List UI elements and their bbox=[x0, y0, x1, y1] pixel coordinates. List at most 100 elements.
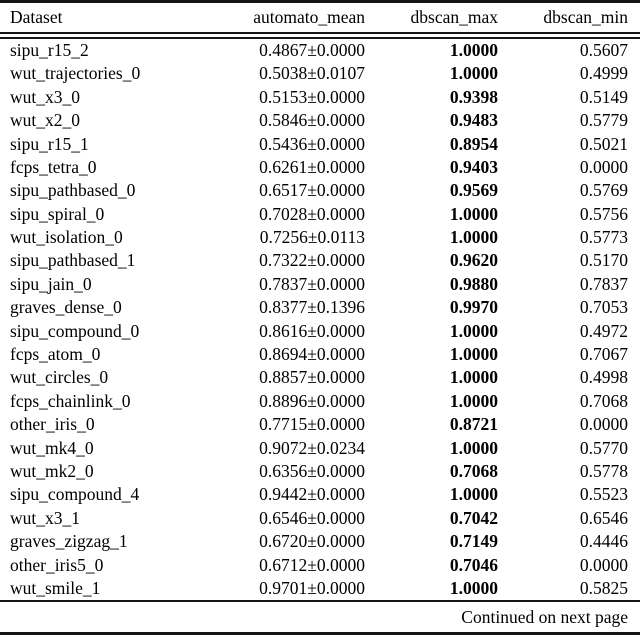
automato-mean-cell: 0.7256±0.0113 bbox=[259, 227, 365, 248]
table-row: wut_isolation_0 0.7256±0.0113 1.0000 0.5… bbox=[0, 226, 640, 249]
column-header-dbscan-min: dbscan_min bbox=[543, 6, 628, 27]
column-header-dataset: Dataset bbox=[10, 6, 63, 27]
dbscan-min-cell: 0.5769 bbox=[579, 180, 628, 201]
dbscan-min-cell: 0.5825 bbox=[579, 577, 628, 598]
dataset-cell: other_iris_0 bbox=[10, 414, 95, 435]
dataset-cell: fcps_tetra_0 bbox=[10, 156, 97, 177]
dbscan-min-cell: 0.4972 bbox=[579, 320, 628, 341]
dataset-cell: wut_mk4_0 bbox=[10, 437, 94, 458]
table-row: fcps_chainlink_0 0.8896±0.0000 1.0000 0.… bbox=[0, 390, 640, 413]
dataset-cell: wut_x2_0 bbox=[10, 110, 80, 131]
dbscan-min-cell: 0.7067 bbox=[579, 344, 628, 365]
table-row: wut_trajectories_0 0.5038±0.0107 1.0000 … bbox=[0, 62, 640, 85]
table-row: fcps_atom_0 0.8694±0.0000 1.0000 0.7067 bbox=[0, 343, 640, 366]
table-row: sipu_spiral_0 0.7028±0.0000 1.0000 0.575… bbox=[0, 203, 640, 226]
automato-mean-cell: 0.6546±0.0000 bbox=[259, 507, 365, 528]
dbscan-min-cell: 0.7837 bbox=[579, 273, 628, 294]
dataset-cell: wut_x3_0 bbox=[10, 86, 80, 107]
automato-mean-cell: 0.6712±0.0000 bbox=[259, 554, 365, 575]
table-row: fcps_tetra_0 0.6261±0.0000 0.9403 0.0000 bbox=[0, 156, 640, 179]
dbscan-min-cell: 0.4999 bbox=[579, 63, 628, 84]
automato-mean-cell: 0.8377±0.1396 bbox=[259, 297, 365, 318]
dbscan-max-cell: 1.0000 bbox=[449, 577, 498, 598]
dataset-cell: sipu_jain_0 bbox=[10, 273, 92, 294]
dbscan-max-cell: 1.0000 bbox=[449, 367, 498, 388]
dbscan-min-cell: 0.5779 bbox=[579, 110, 628, 131]
dbscan-max-cell: 0.8954 bbox=[449, 133, 498, 154]
dataset-cell: sipu_r15_2 bbox=[10, 39, 89, 60]
continued-on-next-page-note: Continued on next page bbox=[461, 606, 628, 627]
dbscan-max-cell: 0.8721 bbox=[449, 414, 498, 435]
table-row: other_iris5_0 0.6712±0.0000 0.7046 0.000… bbox=[0, 554, 640, 577]
automato-mean-cell: 0.6356±0.0000 bbox=[259, 460, 365, 481]
table-row: graves_zigzag_1 0.6720±0.0000 0.7149 0.4… bbox=[0, 530, 640, 553]
bottom-rule bbox=[0, 632, 640, 636]
automato-mean-cell: 0.7028±0.0000 bbox=[259, 203, 365, 224]
column-header-automato-mean: automato_mean bbox=[253, 6, 365, 27]
dbscan-max-cell: 0.9970 bbox=[449, 297, 498, 318]
footer-separator-rule bbox=[0, 600, 640, 603]
dataset-cell: wut_x3_1 bbox=[10, 507, 80, 528]
dbscan-max-cell: 0.7046 bbox=[449, 554, 498, 575]
dbscan-min-cell: 0.5607 bbox=[579, 39, 628, 60]
dataset-cell: wut_mk2_0 bbox=[10, 460, 94, 481]
dbscan-max-cell: 1.0000 bbox=[449, 227, 498, 248]
dbscan-min-cell: 0.0000 bbox=[579, 554, 628, 575]
dbscan-min-cell: 0.5778 bbox=[579, 460, 628, 481]
table-row: other_iris_0 0.7715±0.0000 0.8721 0.0000 bbox=[0, 413, 640, 436]
dbscan-max-cell: 1.0000 bbox=[449, 320, 498, 341]
table-row: sipu_pathbased_0 0.6517±0.0000 0.9569 0.… bbox=[0, 179, 640, 202]
dbscan-max-cell: 0.7068 bbox=[449, 460, 498, 481]
dbscan-max-cell: 0.9880 bbox=[449, 273, 498, 294]
dataset-cell: sipu_pathbased_1 bbox=[10, 250, 136, 271]
dbscan-max-cell: 0.9483 bbox=[449, 110, 498, 131]
dbscan-min-cell: 0.6546 bbox=[579, 507, 628, 528]
dbscan-min-cell: 0.5770 bbox=[579, 437, 628, 458]
dbscan-min-cell: 0.4446 bbox=[579, 531, 628, 552]
dataset-cell: graves_zigzag_1 bbox=[10, 531, 128, 552]
automato-mean-cell: 0.5038±0.0107 bbox=[259, 63, 365, 84]
automato-mean-cell: 0.6261±0.0000 bbox=[259, 156, 365, 177]
table-row: sipu_compound_0 0.8616±0.0000 1.0000 0.4… bbox=[0, 320, 640, 343]
table-row: sipu_compound_4 0.9442±0.0000 1.0000 0.5… bbox=[0, 483, 640, 506]
dataset-cell: sipu_r15_1 bbox=[10, 133, 89, 154]
table-row: wut_x3_0 0.5153±0.0000 0.9398 0.5149 bbox=[0, 86, 640, 109]
automato-mean-cell: 0.8896±0.0000 bbox=[259, 390, 365, 411]
dbscan-min-cell: 0.5773 bbox=[579, 227, 628, 248]
automato-mean-cell: 0.9442±0.0000 bbox=[259, 484, 365, 505]
automato-mean-cell: 0.7837±0.0000 bbox=[259, 273, 365, 294]
table-row: graves_dense_0 0.8377±0.1396 0.9970 0.70… bbox=[0, 296, 640, 319]
automato-mean-cell: 0.6517±0.0000 bbox=[259, 180, 365, 201]
automato-mean-cell: 0.5153±0.0000 bbox=[259, 86, 365, 107]
dbscan-max-cell: 0.9569 bbox=[449, 180, 498, 201]
dataset-cell: fcps_atom_0 bbox=[10, 344, 101, 365]
dbscan-min-cell: 0.5021 bbox=[579, 133, 628, 154]
table-header-row: Dataset automato_mean dbscan_max dbscan_… bbox=[0, 3, 640, 32]
dbscan-max-cell: 1.0000 bbox=[449, 39, 498, 60]
automato-mean-cell: 0.5436±0.0000 bbox=[259, 133, 365, 154]
table-row: sipu_jain_0 0.7837±0.0000 0.9880 0.7837 bbox=[0, 273, 640, 296]
dbscan-min-cell: 0.7053 bbox=[579, 297, 628, 318]
automato-mean-cell: 0.6720±0.0000 bbox=[259, 531, 365, 552]
dataset-cell: sipu_compound_4 bbox=[10, 484, 140, 505]
table-row: sipu_pathbased_1 0.7322±0.0000 0.9620 0.… bbox=[0, 250, 640, 273]
dbscan-max-cell: 0.7149 bbox=[449, 531, 498, 552]
dbscan-max-cell: 1.0000 bbox=[449, 437, 498, 458]
top-rule bbox=[0, 0, 640, 3]
dbscan-max-cell: 0.9403 bbox=[449, 156, 498, 177]
dbscan-max-cell: 1.0000 bbox=[449, 484, 498, 505]
automato-mean-cell: 0.7715±0.0000 bbox=[259, 414, 365, 435]
dbscan-max-cell: 1.0000 bbox=[449, 203, 498, 224]
table-body: sipu_r15_2 0.4867±0.0000 1.0000 0.5607 w… bbox=[0, 39, 640, 600]
table-row: sipu_r15_1 0.5436±0.0000 0.8954 0.5021 bbox=[0, 133, 640, 156]
table-row: sipu_r15_2 0.4867±0.0000 1.0000 0.5607 bbox=[0, 39, 640, 62]
dbscan-max-cell: 0.7042 bbox=[449, 507, 498, 528]
column-header-dbscan-max: dbscan_max bbox=[410, 6, 498, 27]
header-separator-double-rule bbox=[0, 32, 640, 39]
table-row: wut_mk4_0 0.9072±0.0234 1.0000 0.5770 bbox=[0, 437, 640, 460]
dbscan-min-cell: 0.5756 bbox=[579, 203, 628, 224]
dbscan-min-cell: 0.4998 bbox=[579, 367, 628, 388]
dbscan-max-cell: 0.9398 bbox=[449, 86, 498, 107]
dbscan-max-cell: 1.0000 bbox=[449, 390, 498, 411]
